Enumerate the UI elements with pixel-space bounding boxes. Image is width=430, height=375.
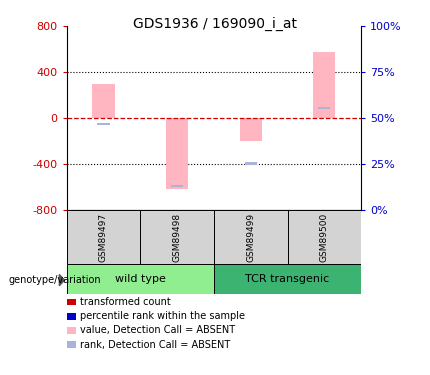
Text: rank, Detection Call = ABSENT: rank, Detection Call = ABSENT: [80, 340, 230, 350]
Bar: [214, 264, 361, 294]
Text: GSM89498: GSM89498: [172, 213, 181, 262]
Bar: [67, 264, 214, 294]
Text: TCR transgenic: TCR transgenic: [246, 274, 330, 284]
Bar: [166, 118, 188, 189]
Bar: [214, 210, 288, 264]
Bar: [240, 118, 262, 141]
Text: percentile rank within the sample: percentile rank within the sample: [80, 311, 246, 321]
Text: GDS1936 / 169090_i_at: GDS1936 / 169090_i_at: [133, 17, 297, 31]
Bar: [171, 185, 183, 187]
Text: GSM89500: GSM89500: [320, 213, 329, 262]
Text: value, Detection Call = ABSENT: value, Detection Call = ABSENT: [80, 326, 236, 335]
Text: transformed count: transformed count: [80, 297, 171, 307]
Polygon shape: [59, 274, 64, 286]
Bar: [92, 84, 114, 118]
Bar: [313, 51, 335, 118]
Bar: [245, 162, 257, 165]
Bar: [67, 210, 140, 264]
Text: genotype/variation: genotype/variation: [9, 275, 101, 285]
Text: GSM89497: GSM89497: [99, 213, 108, 262]
Bar: [97, 123, 110, 126]
Text: GSM89499: GSM89499: [246, 213, 255, 262]
Bar: [318, 107, 331, 109]
Bar: [288, 210, 361, 264]
Bar: [140, 210, 214, 264]
Text: wild type: wild type: [115, 274, 166, 284]
